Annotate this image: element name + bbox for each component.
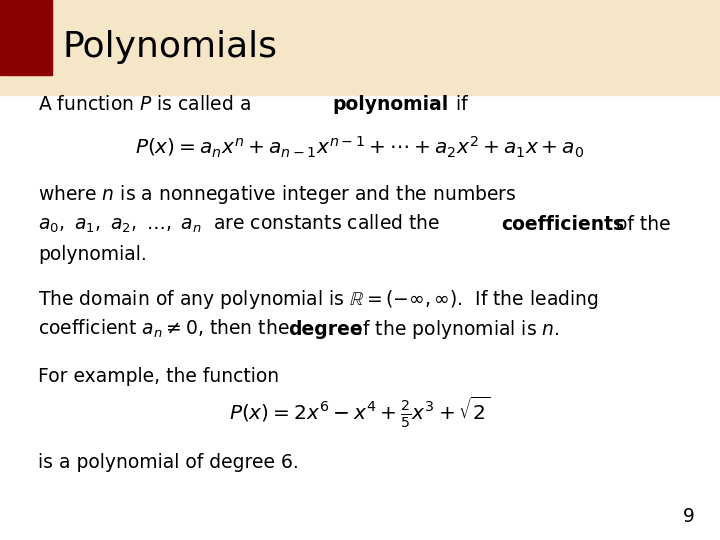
Text: where $n$ is a nonnegative integer and the numbers: where $n$ is a nonnegative integer and t… (38, 183, 516, 206)
Text: $a_0,\ a_1,\ a_2,\ \ldots,\ a_n$  are constants called the: $a_0,\ a_1,\ a_2,\ \ldots,\ a_n$ are con… (38, 213, 441, 235)
Text: if: if (450, 95, 467, 114)
Text: of the: of the (610, 215, 670, 234)
Text: polynomial: polynomial (332, 95, 449, 114)
Text: polynomial.: polynomial. (38, 245, 147, 264)
Bar (0, 0, 52, 75)
Text: degree: degree (288, 320, 363, 339)
Text: coefficients: coefficients (501, 215, 624, 234)
Text: $P(x) = a_n x^n + a_{n-1}x^{n-1} + \cdots + a_2 x^2 + a_1 x + a_0$: $P(x) = a_n x^n + a_{n-1}x^{n-1} + \cdot… (135, 136, 585, 160)
Text: Polynomials: Polynomials (62, 30, 277, 64)
Text: 9: 9 (683, 507, 695, 526)
Text: A function $P$ is called a: A function $P$ is called a (38, 95, 253, 114)
Text: $P(x) = 2x^6 - x^4 + \frac{2}{5}x^3 + \sqrt{2}$: $P(x) = 2x^6 - x^4 + \frac{2}{5}x^3 + \s… (230, 395, 490, 430)
Text: is a polynomial of degree 6.: is a polynomial of degree 6. (38, 453, 299, 472)
Text: of the polynomial is $n$.: of the polynomial is $n$. (345, 318, 559, 341)
Bar (0, 0, 720, 95)
Text: coefficient $a_n \neq 0$, then the: coefficient $a_n \neq 0$, then the (38, 318, 291, 340)
Text: For example, the function: For example, the function (38, 367, 279, 386)
Text: The domain of any polynomial is $\mathbb{R} = (-\infty, \infty)$.  If the leadin: The domain of any polynomial is $\mathbb… (38, 288, 599, 311)
